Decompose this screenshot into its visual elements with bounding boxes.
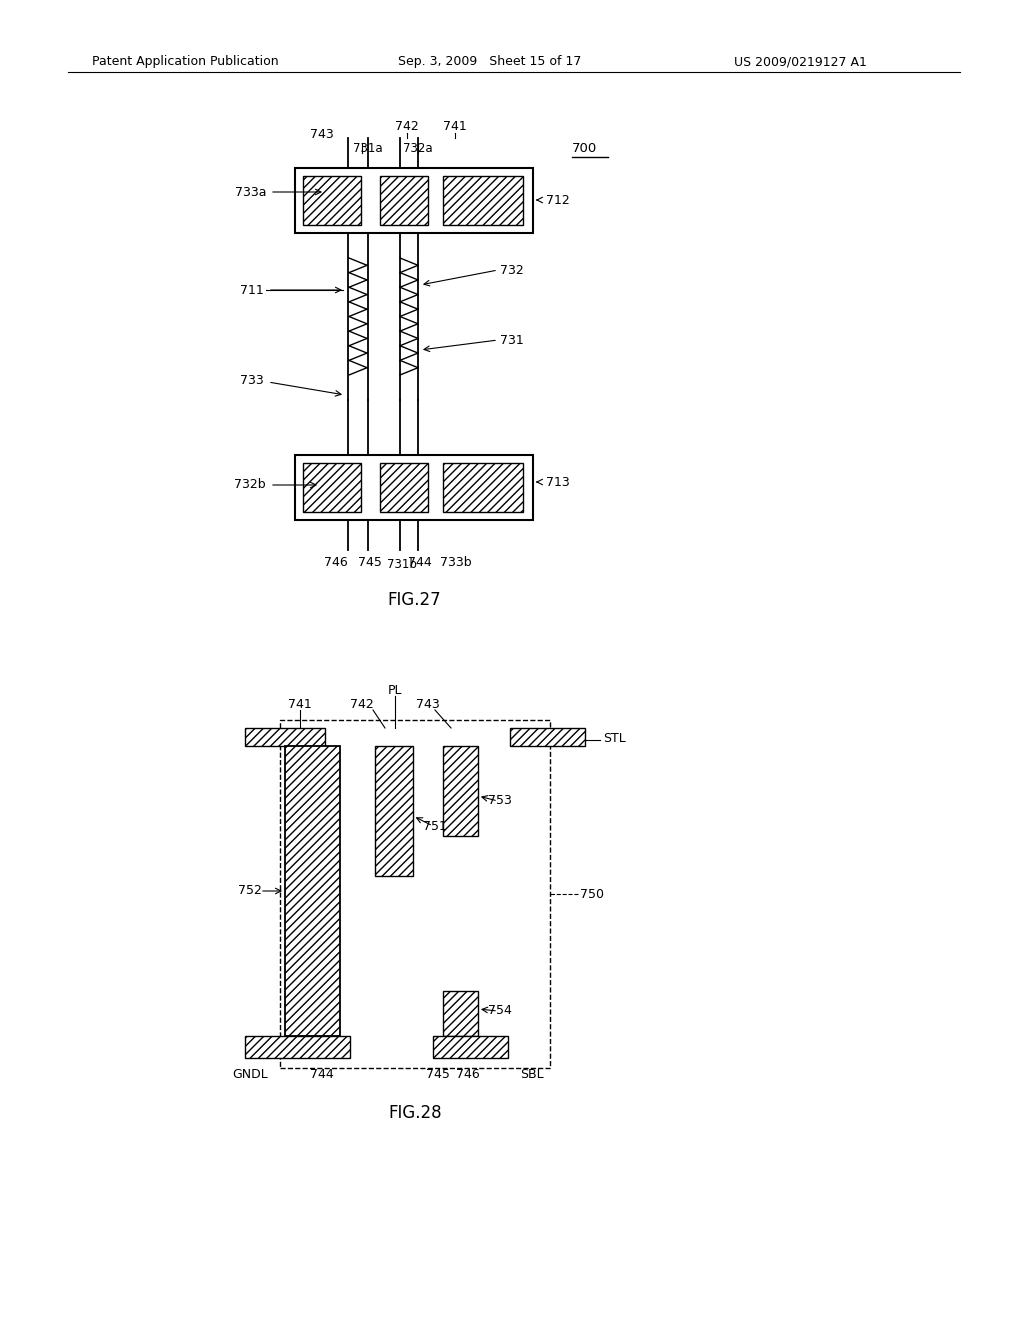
- Bar: [245, 1036, 350, 1059]
- Text: 732b: 732b: [234, 479, 266, 491]
- Text: 712: 712: [546, 194, 569, 206]
- Text: 753: 753: [488, 795, 512, 808]
- Text: 745: 745: [358, 556, 382, 569]
- Text: Patent Application Publication: Patent Application Publication: [92, 55, 279, 69]
- Text: 711: 711: [241, 284, 264, 297]
- Text: 732: 732: [500, 264, 523, 276]
- Text: 746: 746: [456, 1068, 480, 1081]
- Bar: [443, 746, 478, 836]
- Text: 752: 752: [239, 884, 262, 898]
- Text: 743: 743: [416, 698, 440, 711]
- Bar: [295, 455, 534, 520]
- Text: 700: 700: [572, 141, 597, 154]
- Text: 742: 742: [395, 120, 419, 133]
- Text: 741: 741: [443, 120, 467, 133]
- Text: STL: STL: [603, 731, 626, 744]
- Text: 713: 713: [546, 475, 569, 488]
- Text: 744: 744: [310, 1068, 334, 1081]
- Text: 731a: 731a: [353, 141, 383, 154]
- Bar: [380, 176, 428, 224]
- Text: 731b: 731b: [387, 557, 417, 570]
- Text: FIG.27: FIG.27: [387, 591, 440, 609]
- Text: US 2009/0219127 A1: US 2009/0219127 A1: [733, 55, 866, 69]
- Text: Sep. 3, 2009   Sheet 15 of 17: Sep. 3, 2009 Sheet 15 of 17: [398, 55, 582, 69]
- Text: 733a: 733a: [234, 186, 266, 198]
- Bar: [245, 729, 325, 746]
- Text: 731: 731: [500, 334, 523, 346]
- Text: SBL: SBL: [520, 1068, 544, 1081]
- Bar: [285, 746, 340, 1036]
- Bar: [443, 463, 523, 512]
- Text: 741: 741: [288, 698, 312, 711]
- Bar: [303, 463, 361, 512]
- Text: 750: 750: [580, 887, 604, 900]
- Text: FIG.28: FIG.28: [388, 1104, 441, 1122]
- Bar: [280, 719, 550, 1068]
- Bar: [375, 746, 413, 876]
- Bar: [433, 1036, 508, 1059]
- Bar: [295, 168, 534, 234]
- Text: 742: 742: [350, 698, 374, 711]
- Text: 732a: 732a: [403, 141, 433, 154]
- Text: 733b: 733b: [440, 556, 472, 569]
- Bar: [510, 729, 585, 746]
- Text: PL: PL: [388, 684, 402, 697]
- Text: 751: 751: [423, 820, 446, 833]
- Text: 744: 744: [409, 556, 432, 569]
- Text: GNDL: GNDL: [232, 1068, 268, 1081]
- Text: 746: 746: [325, 556, 348, 569]
- Bar: [443, 176, 523, 224]
- Text: 743: 743: [310, 128, 334, 140]
- Bar: [303, 176, 361, 224]
- Text: 754: 754: [488, 1005, 512, 1018]
- Bar: [380, 463, 428, 512]
- Text: 745: 745: [426, 1068, 450, 1081]
- Text: 733: 733: [241, 374, 264, 387]
- Bar: [443, 991, 478, 1036]
